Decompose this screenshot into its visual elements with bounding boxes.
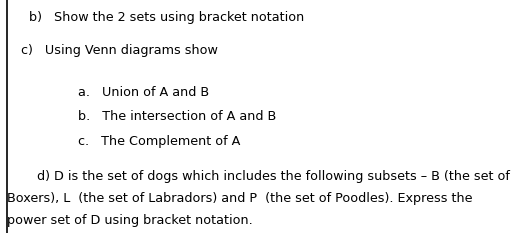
Text: d) D is the set of dogs which includes the following subsets – B (the set of: d) D is the set of dogs which includes t… [21, 170, 510, 183]
Text: c.   The Complement of A: c. The Complement of A [78, 135, 240, 148]
Text: a.   Union of A and B: a. Union of A and B [78, 86, 209, 99]
Text: b.   The intersection of A and B: b. The intersection of A and B [78, 110, 276, 123]
Text: b)   Show the 2 sets using bracket notation: b) Show the 2 sets using bracket notatio… [29, 11, 304, 24]
Text: power set of D using bracket notation.: power set of D using bracket notation. [7, 214, 253, 227]
Text: Boxers), L  (the set of Labradors) and P  (the set of Poodles). Express the: Boxers), L (the set of Labradors) and P … [7, 192, 472, 205]
Text: c)   Using Venn diagrams show: c) Using Venn diagrams show [21, 44, 217, 57]
